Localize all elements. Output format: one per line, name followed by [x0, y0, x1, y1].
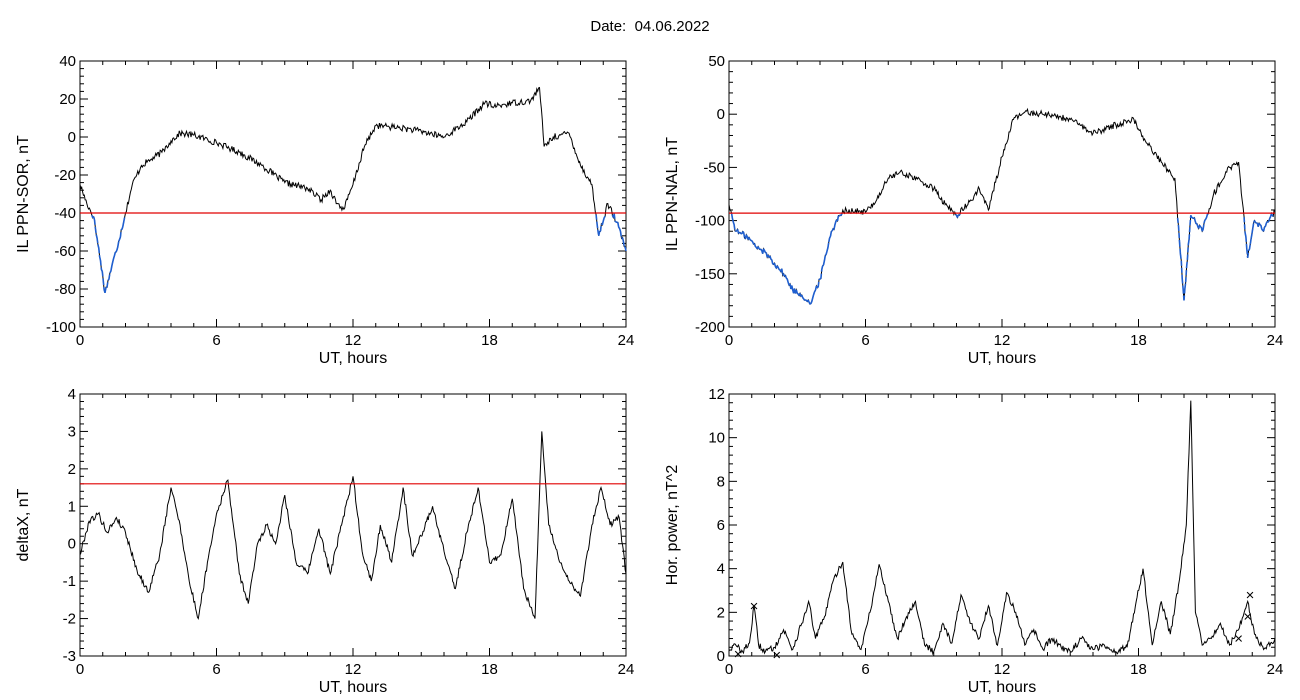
- y-axis-label: IL PPN-SOR, nT: [15, 135, 32, 253]
- x-tick-label: 24: [618, 332, 635, 349]
- x-tick-label: 12: [345, 332, 362, 349]
- date-label: Date:: [590, 18, 627, 35]
- y-tick-label: 0: [717, 648, 725, 665]
- x-tick-label: 24: [1267, 332, 1284, 349]
- y-tick-label: -3: [63, 648, 76, 665]
- chart-panel-1: 0 6 12 18 24 -100 -80 -60 -40 -20 0 20 40 UT, hours IL…: [15, 53, 634, 367]
- cross-marker: ×: [750, 598, 759, 615]
- x-tick-label: 18: [481, 332, 498, 349]
- y-tick-label: -100: [695, 213, 725, 230]
- y-axis-label: Hor. power, nT^2: [664, 465, 681, 586]
- series-line: [728, 400, 1276, 656]
- y-tick-label: 50: [708, 53, 725, 70]
- plot-frame: [728, 60, 1276, 328]
- cross-marker: ×: [1246, 587, 1255, 604]
- x-tick-label: 6: [861, 661, 869, 678]
- cross-marker: ×: [772, 647, 781, 664]
- y-tick-label: -40: [54, 205, 76, 222]
- y-tick-label: -150: [695, 266, 725, 283]
- x-tick-label: 18: [481, 661, 498, 678]
- y-tick-label: -20: [54, 167, 76, 184]
- y-tick-label: -1: [63, 573, 76, 590]
- y-tick-label: 3: [68, 423, 76, 440]
- y-axis-label: IL PPN-NAL, nT: [664, 137, 681, 251]
- cross-marker: ×: [1243, 609, 1252, 626]
- date-line: Date: 04.06.2022: [0, 18, 1300, 35]
- x-axis-label: UT, hours: [319, 679, 387, 696]
- y-tick-label: 0: [717, 106, 725, 123]
- x-tick-label: 0: [725, 332, 733, 349]
- y-tick-label: 0: [68, 129, 76, 146]
- y-tick-label: 6: [717, 517, 725, 534]
- below-threshold-trace: [730, 213, 1274, 305]
- series-line: [79, 431, 627, 621]
- y-tick-label: -50: [703, 159, 725, 176]
- x-tick-label: 6: [212, 661, 220, 678]
- y-tick-label: -60: [54, 243, 76, 260]
- y-axis-label: deltaX, nT: [15, 488, 32, 561]
- cross-marker: ×: [734, 646, 743, 663]
- series-line: [728, 107, 1275, 305]
- y-tick-label: 10: [708, 430, 725, 447]
- x-tick-label: 12: [994, 661, 1011, 678]
- x-tick-label: 12: [345, 661, 362, 678]
- x-tick-label: 18: [1130, 332, 1147, 349]
- y-tick-label: 4: [717, 561, 725, 578]
- x-tick-label: 24: [1267, 661, 1284, 678]
- series-line: [79, 86, 627, 293]
- y-tick-label: 0: [68, 536, 76, 553]
- y-tick-label: 2: [717, 604, 725, 621]
- date-value: 04.06.2022: [634, 18, 710, 35]
- x-tick-label: 18: [1130, 661, 1147, 678]
- y-tick-label: 20: [59, 91, 76, 108]
- y-tick-label: -2: [63, 611, 76, 628]
- y-tick-label: -200: [695, 319, 725, 336]
- x-tick-label: 6: [861, 332, 869, 349]
- x-axis-label: UT, hours: [968, 350, 1036, 367]
- x-axis-label: UT, hours: [968, 679, 1036, 696]
- x-tick-label: 0: [725, 661, 733, 678]
- x-axis-label: UT, hours: [319, 350, 387, 367]
- y-tick-label: 2: [68, 461, 76, 478]
- cross-marker: ×: [1234, 631, 1243, 648]
- x-tick-label: 0: [76, 332, 84, 349]
- y-tick-label: -100: [46, 319, 76, 336]
- below-threshold-trace: [91, 213, 627, 294]
- y-tick-label: 4: [68, 386, 76, 403]
- y-tick-label: 1: [68, 498, 76, 515]
- y-tick-label: 40: [59, 53, 76, 70]
- y-tick-label: 12: [708, 386, 725, 403]
- y-tick-label: 8: [717, 473, 725, 490]
- chart-panel-2: 0 6 12 18 24 -200 -150 -100 -50 0 50 UT, hours IL PP…: [664, 53, 1283, 367]
- plot-frame: [79, 60, 627, 328]
- x-tick-label: 24: [618, 661, 635, 678]
- plot-frame: [79, 393, 627, 657]
- x-tick-label: 12: [994, 332, 1011, 349]
- y-tick-label: -80: [54, 281, 76, 298]
- x-tick-label: 6: [212, 332, 220, 349]
- x-tick-label: 0: [76, 661, 84, 678]
